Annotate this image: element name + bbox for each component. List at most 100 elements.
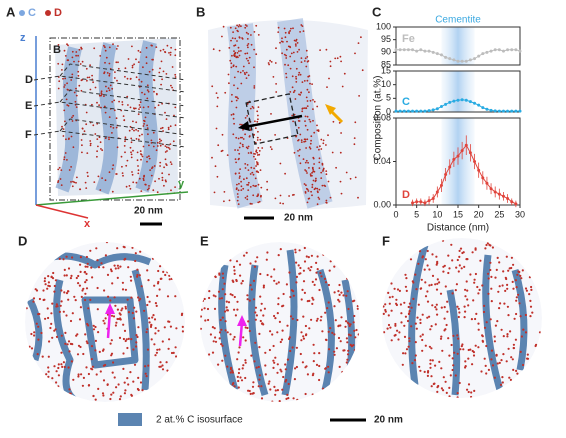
atom-dot [285, 48, 288, 51]
atom-dot [170, 84, 172, 87]
data-point [423, 201, 427, 205]
atom-dot [130, 156, 133, 159]
atom-dot [85, 279, 88, 282]
atom-dot [255, 165, 257, 167]
atom-dot [491, 364, 495, 367]
atom-dot [430, 283, 433, 286]
atom-dot [230, 62, 233, 65]
atom-dot [139, 150, 142, 153]
data-point [423, 49, 427, 53]
atom-dot [304, 161, 307, 164]
atom-dot [485, 372, 488, 375]
atom-dot [303, 246, 306, 250]
atom-dot [414, 341, 417, 344]
atom-dot [288, 32, 290, 35]
arrow-head [325, 104, 336, 115]
atom-dot [82, 287, 85, 290]
atom-dot [157, 329, 160, 332]
atom-dot [104, 111, 107, 114]
atom-dot [440, 367, 443, 370]
atom-dot [256, 195, 259, 198]
atom-dot [257, 118, 259, 121]
atom-dot [135, 138, 138, 140]
atom-dot [274, 134, 276, 136]
atom-dot [302, 158, 305, 161]
atom-dot [333, 305, 336, 308]
atom-dot [96, 101, 98, 104]
atom-dot [354, 52, 356, 55]
atom-dot [253, 155, 255, 158]
atom-dot [237, 30, 239, 33]
atom-dot [229, 366, 233, 369]
atom-dot [288, 336, 291, 339]
atom-dot [405, 289, 408, 292]
atom-dot [384, 310, 387, 313]
atom-dot [293, 151, 296, 154]
atom-dot [257, 193, 259, 196]
atom-dot [131, 311, 134, 315]
atom-dot [132, 149, 134, 152]
atom-dot [123, 329, 127, 332]
atom-dot [40, 331, 43, 335]
atom-dot [489, 244, 492, 247]
atom-dot [300, 61, 303, 63]
atom-dot [209, 333, 212, 336]
atom-dot [456, 334, 459, 337]
atom-dot [71, 343, 74, 346]
atom-dot [167, 126, 170, 129]
atom-dot [65, 98, 68, 101]
atom-dot [126, 95, 129, 98]
atom-dot [302, 30, 305, 32]
atom-dot [66, 290, 70, 293]
atom-dot [128, 185, 131, 187]
atom-dot [418, 365, 421, 368]
atom-dot [101, 349, 105, 352]
atom-dot [238, 50, 240, 52]
annotation: Cementite [435, 15, 481, 26]
atom-dot [285, 54, 287, 57]
atom-dot [280, 370, 283, 373]
atom-dot [281, 52, 283, 55]
atom-dot [66, 104, 69, 106]
slice-e [200, 242, 360, 402]
atom-dot [250, 34, 252, 36]
atom-dot [55, 381, 58, 384]
atom-dot [456, 352, 459, 355]
atom-dot [62, 135, 65, 137]
atom-dot [200, 315, 203, 318]
atom-dot [531, 311, 534, 314]
atom-dot [289, 55, 292, 58]
atom-dot [145, 62, 148, 65]
atom-dot [168, 148, 171, 150]
isosurface [446, 289, 461, 396]
atom-dot [342, 349, 345, 352]
atom-dot [241, 279, 244, 283]
atom-dot [252, 298, 256, 301]
atom-dot [161, 340, 164, 343]
atom-dot [327, 134, 329, 137]
atom-dot [501, 381, 504, 384]
atom-dot [143, 123, 146, 125]
atom-dot [284, 363, 287, 366]
atom-dot [139, 250, 142, 253]
atom-dot [361, 69, 364, 72]
atom-dot [126, 159, 129, 162]
atom-dot [116, 264, 119, 267]
atom-dot [258, 150, 261, 152]
atom-dot [505, 255, 508, 258]
data-point [514, 48, 518, 52]
atom-dot [235, 279, 238, 283]
atom-dot [346, 277, 349, 280]
atom-dot [515, 296, 518, 299]
atom-dot [80, 373, 83, 376]
atom-dot [437, 384, 440, 388]
atom-dot [258, 332, 261, 335]
atom-dot [299, 266, 302, 270]
data-point [411, 109, 415, 113]
atom-dot [347, 349, 350, 352]
axis-letter: z [20, 32, 26, 44]
atom-dot [341, 370, 344, 374]
atom-dot [236, 40, 238, 42]
atom-dot [214, 336, 217, 339]
